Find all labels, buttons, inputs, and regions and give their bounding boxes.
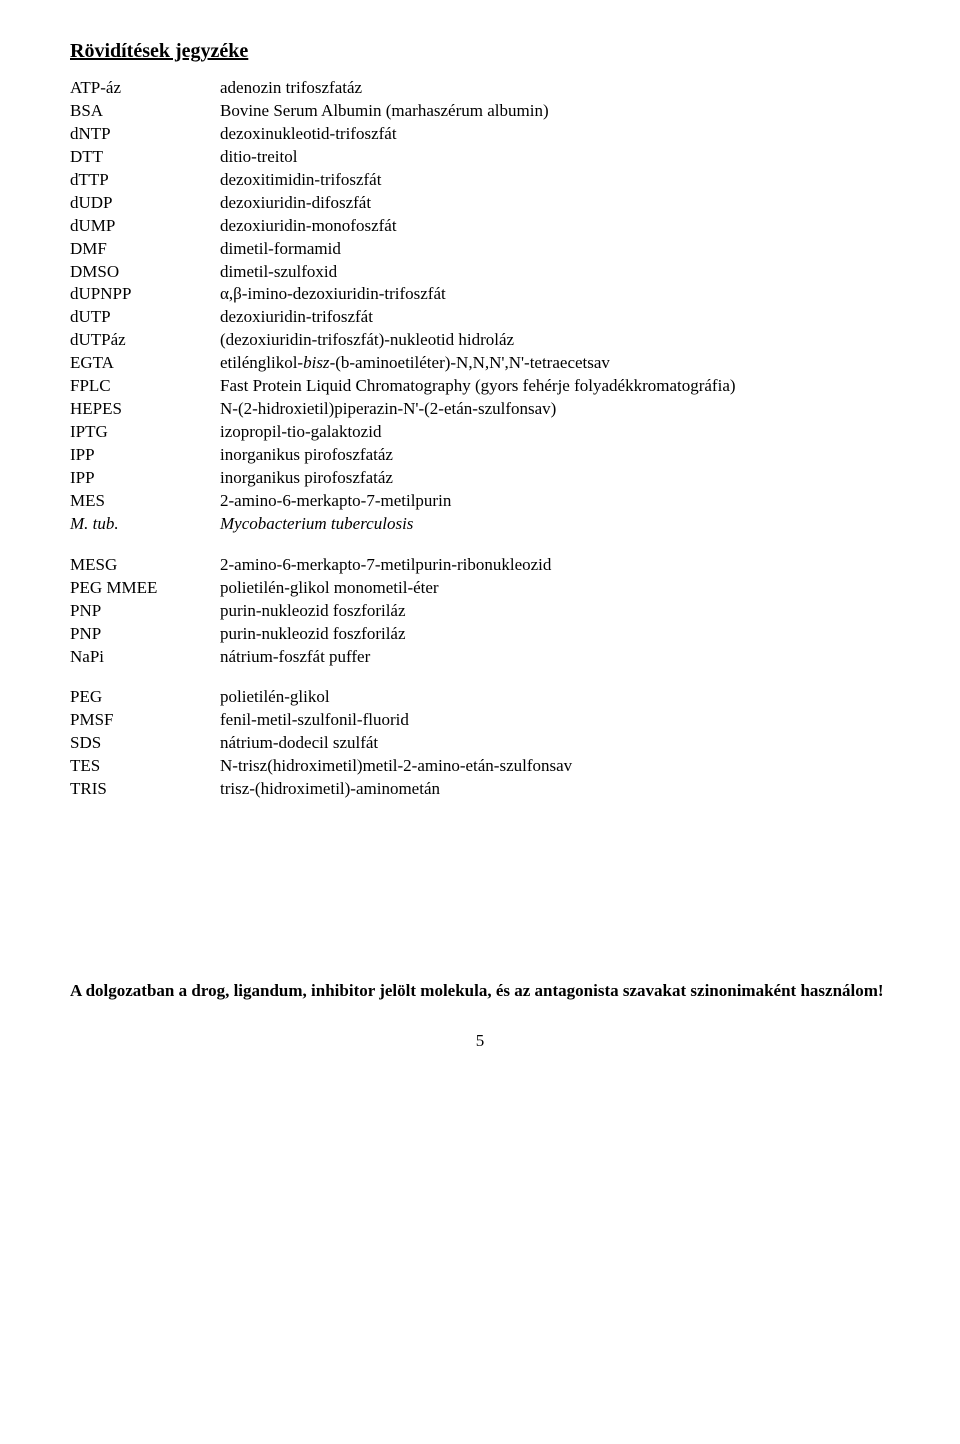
abbr-cell: dTTP	[70, 169, 220, 192]
definition-cell: α,β-imino-dezoxiuridin-trifoszfát	[220, 283, 890, 306]
table-row: IPPinorganikus pirofoszfatáz	[70, 444, 890, 467]
table-row: dUPNPPα,β-imino-dezoxiuridin-trifoszfát	[70, 283, 890, 306]
page-title: Rövidítések jegyzéke	[70, 40, 890, 63]
definition-cell: 2-amino-6-merkapto-7-metilpurin	[220, 490, 890, 513]
table-row: DMSOdimetil-szulfoxid	[70, 261, 890, 284]
table-row: NaPinátrium-foszfát puffer	[70, 646, 890, 669]
abbr-cell: M. tub.	[70, 513, 220, 536]
definition-cell: inorganikus pirofoszfatáz	[220, 444, 890, 467]
abbr-cell: PNP	[70, 623, 220, 646]
definition-cell: purin-nukleozid foszforiláz	[220, 600, 890, 623]
table-row: dUDPdezoxiuridin-difoszfát	[70, 192, 890, 215]
abbr-cell: PNP	[70, 600, 220, 623]
abbr-cell: PEG	[70, 686, 220, 709]
abbr-cell: FPLC	[70, 375, 220, 398]
table-row: FPLCFast Protein Liquid Chromatography (…	[70, 375, 890, 398]
definition-cell: nátrium-foszfát puffer	[220, 646, 890, 669]
definition-cell: dezoxiuridin-trifoszfát	[220, 306, 890, 329]
abbr-cell: MES	[70, 490, 220, 513]
definition-cell: dezoxitimidin-trifoszfát	[220, 169, 890, 192]
abbr-cell: HEPES	[70, 398, 220, 421]
definition-cell: dimetil-formamid	[220, 238, 890, 261]
table-row: PNPpurin-nukleozid foszforiláz	[70, 623, 890, 646]
table-row: DTTditio-treitol	[70, 146, 890, 169]
table-row: MES2-amino-6-merkapto-7-metilpurin	[70, 490, 890, 513]
definition-cell: polietilén-glikol monometil-éter	[220, 577, 890, 600]
table-row: IPPinorganikus pirofoszfatáz	[70, 467, 890, 490]
abbr-cell: NaPi	[70, 646, 220, 669]
table-row: BSABovine Serum Albumin (marhaszérum alb…	[70, 100, 890, 123]
table-row: EGTAetilénglikol-bisz-(b-aminoetiléter)-…	[70, 352, 890, 375]
abbr-cell: dUDP	[70, 192, 220, 215]
table-row: dNTPdezoxinukleotid-trifoszfát	[70, 123, 890, 146]
document-page: Rövidítések jegyzéke ATP-ázadenozin trif…	[0, 0, 960, 1091]
table-row: PEG MMEEpolietilén-glikol monometil-éter	[70, 577, 890, 600]
definition-cell: dezoxiuridin-monofoszfát	[220, 215, 890, 238]
definition-cell: 2-amino-6-merkapto-7-metilpurin-ribonukl…	[220, 554, 890, 577]
definition-cell: Fast Protein Liquid Chromatography (gyor…	[220, 375, 890, 398]
table-row: PNPpurin-nukleozid foszforiláz	[70, 600, 890, 623]
abbr-cell: ATP-áz	[70, 77, 220, 100]
table-row: dUMPdezoxiuridin-monofoszfát	[70, 215, 890, 238]
abbr-cell: BSA	[70, 100, 220, 123]
definition-cell: fenil-metil-szulfonil-fluorid	[220, 709, 890, 732]
abbr-cell: dUTP	[70, 306, 220, 329]
definition-cell: trisz-(hidroximetil)-aminometán	[220, 778, 890, 801]
table-row: M. tub.Mycobacterium tuberculosis	[70, 513, 890, 536]
abbr-cell: TRIS	[70, 778, 220, 801]
abbr-cell: SDS	[70, 732, 220, 755]
table-row: TESN-trisz(hidroximetil)metil-2-amino-et…	[70, 755, 890, 778]
definition-cell: izopropil-tio-galaktozid	[220, 421, 890, 444]
abbr-cell: dUPNPP	[70, 283, 220, 306]
definition-cell: polietilén-glikol	[220, 686, 890, 709]
table-row: PMSFfenil-metil-szulfonil-fluorid	[70, 709, 890, 732]
definition-cell: adenozin trifoszfatáz	[220, 77, 890, 100]
abbreviations-table: ATP-ázadenozin trifoszfatázBSABovine Ser…	[70, 77, 890, 801]
abbr-cell: dUTPáz	[70, 329, 220, 352]
table-row: HEPESN-(2-hidroxietil)piperazin-N'-(2-et…	[70, 398, 890, 421]
table-row: TRIStrisz-(hidroximetil)-aminometán	[70, 778, 890, 801]
abbr-cell: EGTA	[70, 352, 220, 375]
table-row: IPTGizopropil-tio-galaktozid	[70, 421, 890, 444]
definition-cell: inorganikus pirofoszfatáz	[220, 467, 890, 490]
footnote-text: A dolgozatban a drog, ligandum, inhibito…	[70, 981, 890, 1001]
table-row: PEGpolietilén-glikol	[70, 686, 890, 709]
table-row: dTTPdezoxitimidin-trifoszfát	[70, 169, 890, 192]
abbr-cell: PMSF	[70, 709, 220, 732]
definition-cell: Bovine Serum Albumin (marhaszérum albumi…	[220, 100, 890, 123]
definition-cell: Mycobacterium tuberculosis	[220, 513, 890, 536]
table-row: dUTPdezoxiuridin-trifoszfát	[70, 306, 890, 329]
abbr-cell: DTT	[70, 146, 220, 169]
definition-cell: nátrium-dodecil szulfát	[220, 732, 890, 755]
abbr-cell: dNTP	[70, 123, 220, 146]
table-row: DMFdimetil-formamid	[70, 238, 890, 261]
abbr-cell: IPP	[70, 467, 220, 490]
table-row: MESG2-amino-6-merkapto-7-metilpurin-ribo…	[70, 554, 890, 577]
definition-cell: etilénglikol-bisz-(b-aminoetiléter)-N,N,…	[220, 352, 890, 375]
table-row: ATP-ázadenozin trifoszfatáz	[70, 77, 890, 100]
abbr-cell: TES	[70, 755, 220, 778]
table-row: SDSnátrium-dodecil szulfát	[70, 732, 890, 755]
abbr-cell: IPP	[70, 444, 220, 467]
table-row: dUTPáz(dezoxiuridin-trifoszfát)-nukleoti…	[70, 329, 890, 352]
abbr-cell: PEG MMEE	[70, 577, 220, 600]
abbr-cell: DMF	[70, 238, 220, 261]
abbr-cell: DMSO	[70, 261, 220, 284]
definition-cell: dezoxiuridin-difoszfát	[220, 192, 890, 215]
page-number: 5	[70, 1031, 890, 1051]
definition-cell: ditio-treitol	[220, 146, 890, 169]
abbr-cell: IPTG	[70, 421, 220, 444]
definition-cell: N-(2-hidroxietil)piperazin-N'-(2-etán-sz…	[220, 398, 890, 421]
abbr-cell: MESG	[70, 554, 220, 577]
definition-cell: purin-nukleozid foszforiláz	[220, 623, 890, 646]
definition-cell: (dezoxiuridin-trifoszfát)-nukleotid hidr…	[220, 329, 890, 352]
definition-cell: dimetil-szulfoxid	[220, 261, 890, 284]
definition-cell: N-trisz(hidroximetil)metil-2-amino-etán-…	[220, 755, 890, 778]
definition-cell: dezoxinukleotid-trifoszfát	[220, 123, 890, 146]
abbr-cell: dUMP	[70, 215, 220, 238]
